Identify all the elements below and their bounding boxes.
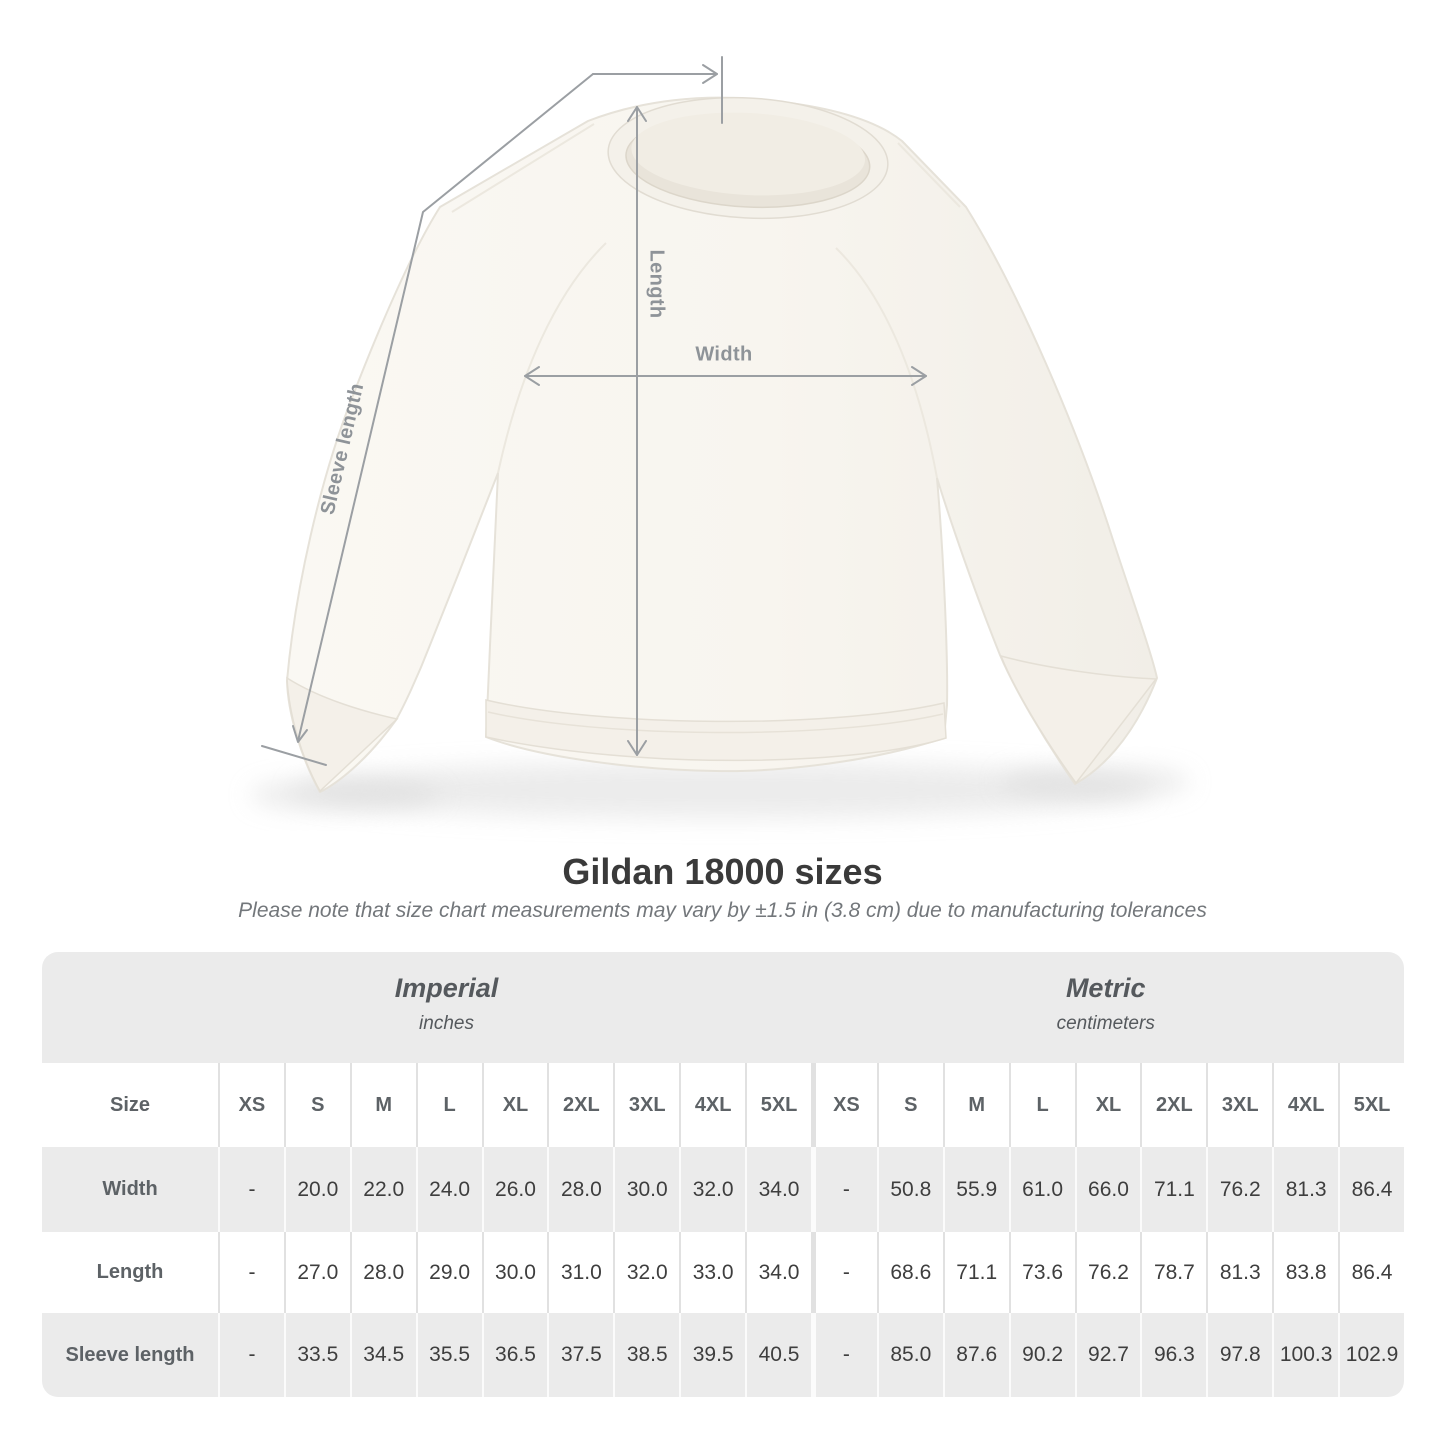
row-label: Length xyxy=(42,1232,218,1313)
width-arrow xyxy=(524,366,927,386)
value-cell-metric: 78.7 xyxy=(1140,1232,1207,1313)
value-cell-imperial: 24.0 xyxy=(415,1147,482,1232)
size-header-metric-S: S xyxy=(876,1063,943,1147)
value-cell-imperial: 20.0 xyxy=(283,1147,350,1232)
size-grid: Size XS S M L XL 2XL 3XL 4XL 5XL XS S M L XL 2XL 3XL 4XL 5… xyxy=(42,1063,1404,1397)
row-label: Width xyxy=(42,1147,218,1232)
value-cell-metric: 83.8 xyxy=(1272,1232,1339,1313)
size-header-imperial-2XL: 2XL xyxy=(547,1063,614,1147)
value-cell-imperial: 30.0 xyxy=(613,1147,680,1232)
size-header-imperial-M: M xyxy=(349,1063,416,1147)
value-cell-imperial: - xyxy=(218,1147,284,1232)
value-cell-metric: 71.1 xyxy=(1140,1147,1207,1232)
tolerance-note: Please note that size chart measurements… xyxy=(238,899,1207,922)
value-cell-metric: 100.3 xyxy=(1272,1313,1339,1397)
value-cell-imperial: 27.0 xyxy=(283,1232,350,1313)
value-cell-imperial: 37.5 xyxy=(547,1313,614,1397)
value-cell-imperial: 34.5 xyxy=(349,1313,416,1397)
size-header-imperial-XL: XL xyxy=(481,1063,548,1147)
value-cell-imperial: 33.5 xyxy=(283,1313,350,1397)
value-cell-imperial: 28.0 xyxy=(349,1232,416,1313)
value-cell-metric: 50.8 xyxy=(876,1147,943,1232)
value-cell-imperial: 39.5 xyxy=(679,1313,746,1397)
sweatshirt-illustration xyxy=(250,56,1190,818)
size-chart-table: Imperial inches Metric centimeters Size X… xyxy=(42,952,1404,1397)
size-header-metric-L: L xyxy=(1008,1063,1075,1147)
unit-group-band: Imperial inches Metric centimeters xyxy=(42,952,1404,1063)
shirt-waistband xyxy=(485,699,947,762)
value-cell-imperial: 28.0 xyxy=(547,1147,614,1232)
size-header-metric-XS: XS xyxy=(810,1063,877,1147)
imperial-group-header: Imperial inches xyxy=(395,973,499,1035)
shirt-collar xyxy=(607,96,889,220)
shirt-shadow xyxy=(250,762,1190,818)
value-cell-metric: 86.4 xyxy=(1338,1232,1404,1313)
value-cell-metric: 85.0 xyxy=(876,1313,943,1397)
value-cell-imperial: 35.5 xyxy=(415,1313,482,1397)
value-cell-imperial: 32.0 xyxy=(679,1147,746,1232)
length-arrow xyxy=(627,106,647,756)
value-cell-imperial: - xyxy=(218,1232,284,1313)
value-cell-imperial: 26.0 xyxy=(481,1147,548,1232)
value-cell-metric: 81.3 xyxy=(1206,1232,1273,1313)
value-cell-metric: 66.0 xyxy=(1074,1147,1141,1232)
value-cell-metric: 97.8 xyxy=(1206,1313,1273,1397)
width-label: Width xyxy=(695,343,753,366)
size-header-imperial-S: S xyxy=(283,1063,350,1147)
row-label: Sleeve length xyxy=(42,1313,218,1397)
shirt-seams xyxy=(451,123,961,479)
metric-label: Metric xyxy=(1065,973,1146,1003)
shirt-cuffs xyxy=(286,654,1158,793)
value-cell-metric: 81.3 xyxy=(1272,1147,1339,1232)
size-header-metric-4XL: 4XL xyxy=(1272,1063,1339,1147)
size-header-metric-2XL: 2XL xyxy=(1140,1063,1207,1147)
value-cell-imperial: 31.0 xyxy=(547,1232,614,1313)
metric-group-header: Metric centimeters xyxy=(1057,973,1155,1035)
inches-label: inches xyxy=(419,1013,474,1034)
value-cell-imperial: 32.0 xyxy=(613,1232,680,1313)
centimeters-label: centimeters xyxy=(1056,1013,1155,1034)
size-header-metric-M: M xyxy=(942,1063,1009,1147)
value-cell-metric: 76.2 xyxy=(1206,1147,1273,1232)
value-cell-imperial: 30.0 xyxy=(481,1232,548,1313)
size-header-imperial-4XL: 4XL xyxy=(679,1063,746,1147)
value-cell-metric: 87.6 xyxy=(942,1313,1009,1397)
size-header-metric-3XL: 3XL xyxy=(1206,1063,1273,1147)
value-cell-imperial: 40.5 xyxy=(745,1313,811,1397)
page-title: Gildan 18000 sizes xyxy=(562,851,883,892)
value-cell-imperial: 29.0 xyxy=(415,1232,482,1313)
size-header-imperial-5XL: 5XL xyxy=(745,1063,811,1147)
size-header-imperial-L: L xyxy=(415,1063,482,1147)
value-cell-metric: 96.3 xyxy=(1140,1313,1207,1397)
sleeve-length-arrow xyxy=(261,56,723,766)
size-header-metric-XL: XL xyxy=(1074,1063,1141,1147)
value-cell-metric: 73.6 xyxy=(1008,1232,1075,1313)
size-header-imperial-3XL: 3XL xyxy=(613,1063,680,1147)
value-cell-metric: 86.4 xyxy=(1338,1147,1404,1232)
value-cell-imperial: 34.0 xyxy=(745,1147,811,1232)
value-cell-metric: 102.9 xyxy=(1338,1313,1404,1397)
value-cell-metric: 71.1 xyxy=(942,1232,1009,1313)
size-column-header: Size xyxy=(42,1063,218,1147)
value-cell-metric: 61.0 xyxy=(1008,1147,1075,1232)
value-cell-metric: 55.9 xyxy=(942,1147,1009,1232)
size-header-metric-5XL: 5XL xyxy=(1338,1063,1404,1147)
size-header-imperial-XS: XS xyxy=(218,1063,284,1147)
value-cell-metric: - xyxy=(810,1313,877,1397)
value-cell-imperial: 36.5 xyxy=(481,1313,548,1397)
length-label: Length xyxy=(645,249,668,319)
value-cell-imperial: 33.0 xyxy=(679,1232,746,1313)
value-cell-imperial: - xyxy=(218,1313,284,1397)
value-cell-imperial: 34.0 xyxy=(745,1232,811,1313)
value-cell-metric: 92.7 xyxy=(1074,1313,1141,1397)
value-cell-imperial: 38.5 xyxy=(613,1313,680,1397)
value-cell-imperial: 22.0 xyxy=(349,1147,416,1232)
imperial-label: Imperial xyxy=(394,973,499,1003)
value-cell-metric: 90.2 xyxy=(1008,1313,1075,1397)
value-cell-metric: - xyxy=(810,1147,877,1232)
value-cell-metric: 68.6 xyxy=(876,1232,943,1313)
value-cell-metric: 76.2 xyxy=(1074,1232,1141,1313)
value-cell-metric: - xyxy=(810,1232,877,1313)
